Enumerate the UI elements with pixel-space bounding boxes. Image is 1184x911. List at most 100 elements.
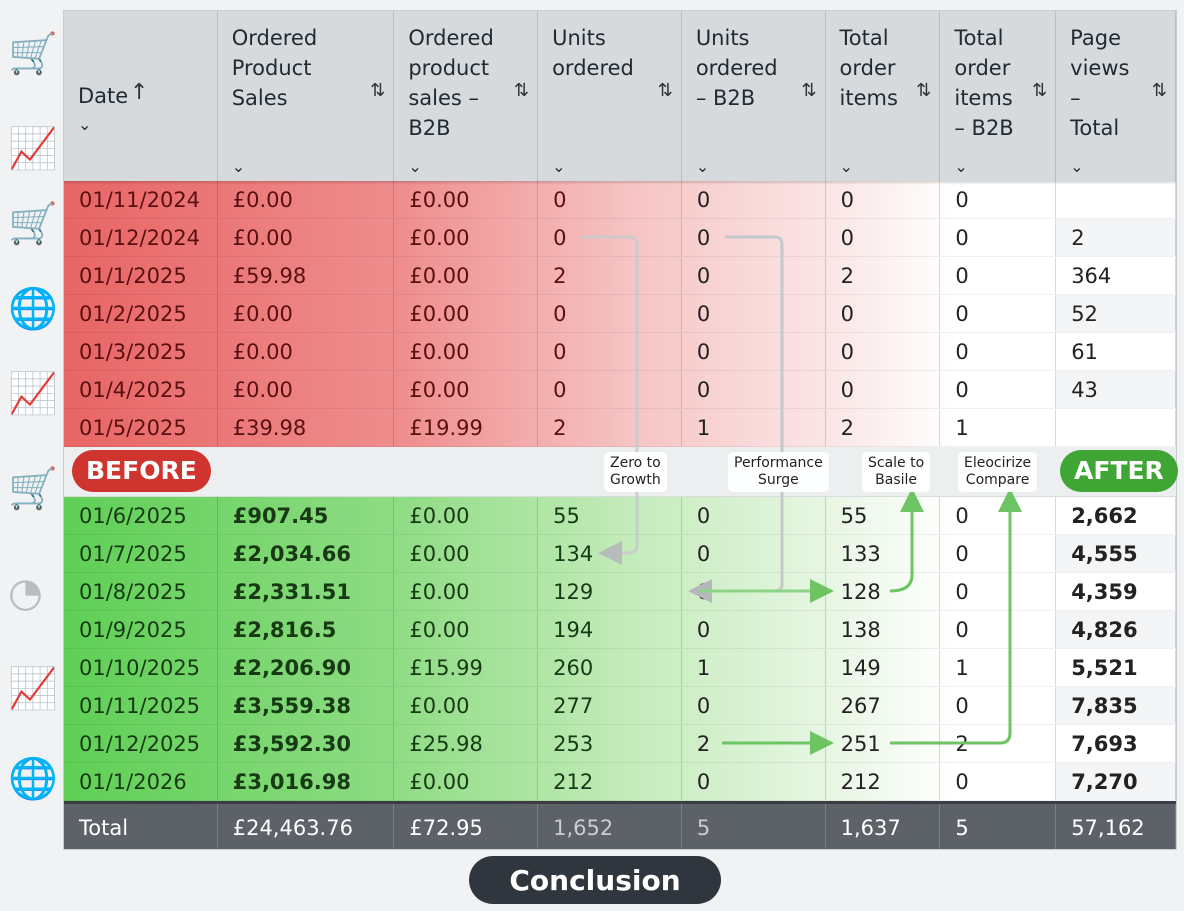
table-row[interactable]: 01/5/2025 £39.98 £19.99 2 1 2 1 — [64, 409, 1176, 447]
cell-3: 2 — [538, 409, 682, 446]
chart-icon: 📈 — [8, 126, 58, 172]
column-label: Total order items — [839, 26, 898, 110]
sort-icon[interactable]: ⇅ — [1151, 80, 1167, 101]
column-header-1[interactable]: Ordered Product Sales ⇅ ⌄ — [218, 11, 395, 181]
cell-5: 0 — [826, 219, 941, 256]
cell-2: £19.99 — [394, 409, 539, 446]
cell-6: 0 — [940, 295, 1057, 332]
chevron-down-icon[interactable]: ⌄ — [695, 157, 710, 176]
cell-3: 0 — [538, 371, 682, 408]
column-header-6[interactable]: Total order items – B2B ⇅ ⌄ — [940, 11, 1057, 181]
cell-7: 2,662 — [1056, 497, 1176, 534]
cell-3: 129 — [538, 573, 682, 610]
column-label: Ordered Product Sales — [231, 26, 318, 110]
cell-5: 2 — [826, 409, 941, 446]
cell-0: 01/12/2024 — [64, 219, 218, 256]
column-header-4[interactable]: Units ordered – B2B ⇅ ⌄ — [682, 11, 826, 181]
chevron-down-icon[interactable]: ⌄ — [954, 157, 968, 176]
cell-1: £2,206.90 — [218, 649, 395, 686]
cell-6: 1 — [940, 649, 1057, 686]
table-row[interactable]: 01/8/2025 £2,331.51 £0.00 129 0 128 0 4,359 — [64, 573, 1176, 611]
chevron-down-icon[interactable]: ⌄ — [839, 157, 853, 176]
sort-icon[interactable]: ⇅ — [513, 80, 530, 101]
cell-6: 0 — [940, 371, 1057, 408]
cell-4: 1 — [682, 649, 826, 686]
total-cell-3: 1,652 — [538, 804, 682, 849]
table-header: Date ↑ ⌄ Ordered Product Sales ⇅ ⌄ Ordered pro… — [64, 11, 1176, 181]
table-row[interactable]: 01/11/2024 £0.00 £0.00 0 0 0 0 — [64, 181, 1176, 219]
conclusion-badge: Conclusion — [469, 856, 721, 904]
table-row[interactable]: 01/1/2026 £3,016.98 £0.00 212 0 212 0 7,270 — [64, 763, 1176, 801]
column-header-2[interactable]: Ordered product sales – B2B ⇅ ⌄ — [394, 11, 539, 181]
sort-icon[interactable]: ⇅ — [1032, 80, 1048, 101]
table-row[interactable]: 01/6/2025 £907.45 £0.00 55 0 55 0 2,662 — [64, 497, 1176, 535]
cell-0: 01/2/2025 — [64, 295, 218, 332]
table-row[interactable]: 01/9/2025 £2,816.5 £0.00 194 0 138 0 4,826 — [64, 611, 1176, 649]
column-header-5[interactable]: Total order items ⇅ ⌄ — [826, 11, 941, 181]
cell-0: 01/7/2025 — [64, 535, 218, 572]
cell-0: 01/11/2024 — [64, 181, 218, 218]
column-header-7[interactable]: Page views – Total ⇅ ⌄ — [1056, 11, 1176, 181]
cell-4: 2 — [682, 725, 826, 762]
cell-2: £15.99 — [394, 649, 539, 686]
cell-3: 277 — [538, 687, 682, 724]
chevron-down-icon[interactable]: ⌄ — [408, 157, 422, 176]
chevron-down-icon[interactable]: ⌄ — [231, 157, 246, 176]
cell-4: 1 — [682, 409, 826, 446]
cell-4: 0 — [682, 573, 826, 610]
total-cell-6: 5 — [940, 804, 1057, 849]
sort-ascending-icon[interactable]: ↑ — [130, 80, 149, 105]
chevron-down-icon[interactable]: ⌄ — [1070, 157, 1084, 176]
table-row[interactable]: 01/10/2025 £2,206.90 £15.99 260 1 149 1 5,521 — [64, 649, 1176, 687]
background-icons: 🛒 📈 🛒 🌐 📈 🛒 ◔ 📈 🌐 — [0, 0, 62, 911]
cell-5: 0 — [826, 333, 941, 370]
cell-0: 01/11/2025 — [64, 687, 218, 724]
cell-7: 5,521 — [1056, 649, 1176, 686]
table-row[interactable]: 01/3/2025 £0.00 £0.00 0 0 0 0 61 — [64, 333, 1176, 371]
cell-3: 2 — [538, 257, 682, 294]
chevron-down-icon[interactable]: ⌄ — [78, 115, 92, 134]
sort-icon[interactable]: ⇅ — [370, 80, 386, 101]
table-row[interactable]: 01/4/2025 £0.00 £0.00 0 0 0 0 43 — [64, 371, 1176, 409]
cell-7: 43 — [1056, 371, 1176, 408]
table-body[interactable]: 01/11/2024 £0.00 £0.00 0 0 0 0 01/12/2024 £0.00 £… — [64, 181, 1176, 801]
column-label: Date — [78, 84, 129, 108]
cell-3: 260 — [538, 649, 682, 686]
cell-4: 0 — [682, 611, 826, 648]
sort-icon[interactable]: ⇅ — [916, 80, 932, 101]
chevron-down-icon[interactable]: ⌄ — [552, 157, 566, 176]
column-label: Units ordered – B2B — [695, 26, 778, 110]
cell-0: 01/10/2025 — [64, 649, 218, 686]
cell-7: 7,835 — [1056, 687, 1176, 724]
column-label: Total order items – B2B — [954, 26, 1014, 140]
cell-1: £3,016.98 — [218, 763, 395, 800]
cell-6: 0 — [940, 763, 1057, 800]
table-row[interactable]: 01/2/2025 £0.00 £0.00 0 0 0 0 52 — [64, 295, 1176, 333]
sort-icon[interactable]: ⇅ — [801, 80, 817, 101]
cell-1: £0.00 — [218, 371, 395, 408]
cell-0: 01/4/2025 — [64, 371, 218, 408]
cell-5: 0 — [826, 371, 941, 408]
cell-1: £39.98 — [218, 409, 395, 446]
cell-3: 134 — [538, 535, 682, 572]
table-row[interactable]: 01/12/2024 £0.00 £0.00 0 0 0 0 2 — [64, 219, 1176, 257]
cell-0: 01/8/2025 — [64, 573, 218, 610]
table-row[interactable]: 01/1/2025 £59.98 £0.00 2 0 2 0 364 — [64, 257, 1176, 295]
sort-icon[interactable]: ⇅ — [657, 80, 673, 101]
cell-4: 0 — [682, 295, 826, 332]
cell-1: £0.00 — [218, 181, 395, 218]
chart-icon: 📈 — [8, 371, 58, 417]
total-cell-4: 5 — [682, 804, 826, 849]
cell-7: 4,826 — [1056, 611, 1176, 648]
tag-zero-to-growth: Zero to Growth — [604, 452, 667, 492]
cell-5: 133 — [826, 535, 941, 572]
cell-5: 138 — [826, 611, 941, 648]
cell-6: 0 — [940, 181, 1057, 218]
table-row[interactable]: 01/12/2025 £3,592.30 £25.98 253 2 251 2 7,693 — [64, 725, 1176, 763]
cell-0: 01/6/2025 — [64, 497, 218, 534]
table-row[interactable]: 01/7/2025 £2,034.66 £0.00 134 0 133 0 4,555 — [64, 535, 1176, 573]
table-row[interactable]: 01/11/2025 £3,559.38 £0.00 277 0 267 0 7,835 — [64, 687, 1176, 725]
cart-icon: 🛒 — [8, 201, 58, 247]
column-header-3[interactable]: Units ordered ⇅ ⌄ — [538, 11, 682, 181]
column-header-0[interactable]: Date ↑ ⌄ — [64, 11, 218, 181]
